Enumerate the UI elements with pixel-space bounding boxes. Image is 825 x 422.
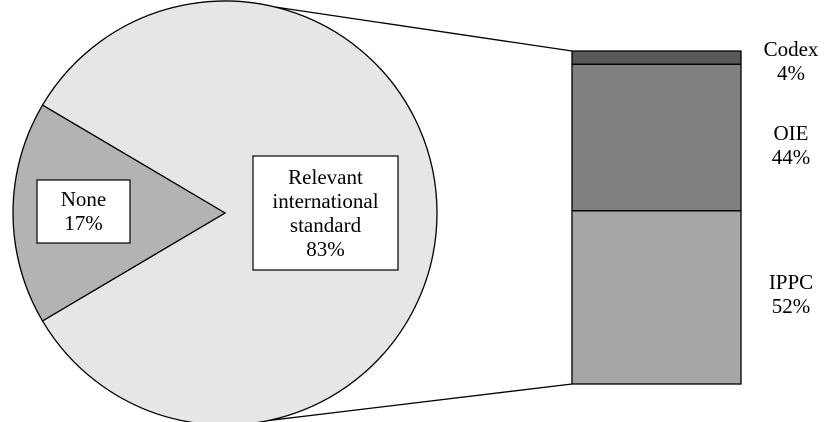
label-codex: Codex 4% bbox=[764, 37, 819, 85]
label-relevant-standard: Relevant international standard 83% bbox=[272, 165, 378, 261]
label-box-relevant-standard bbox=[252, 155, 399, 271]
connector-top bbox=[274, 6, 573, 52]
connector-lines bbox=[251, 6, 573, 422]
label-ippc-line: 52% bbox=[772, 294, 811, 318]
stacked-bar bbox=[571, 50, 742, 385]
label-ippc-line: IPPC bbox=[769, 270, 813, 294]
label-relevant-standard-line: international bbox=[272, 189, 378, 213]
pie-slice-relevant-standard bbox=[41, 0, 438, 422]
bar-segment-ippc bbox=[571, 210, 742, 385]
label-box-none bbox=[36, 179, 131, 244]
label-none-line: 17% bbox=[64, 211, 103, 235]
labels: None 17% Relevant international standard 83% C… bbox=[36, 37, 819, 318]
label-oie: OIE 44% bbox=[772, 121, 811, 169]
label-none: None 17% bbox=[61, 187, 107, 235]
label-oie-line: 44% bbox=[772, 145, 811, 169]
label-relevant-standard-line: Relevant bbox=[288, 165, 363, 189]
label-codex-line: 4% bbox=[777, 61, 805, 85]
label-relevant-standard-line: 83% bbox=[306, 237, 345, 261]
label-none-line: None bbox=[61, 187, 107, 211]
label-relevant-standard-line: standard bbox=[290, 213, 362, 237]
bar-segment-oie bbox=[571, 63, 742, 212]
label-ippc: IPPC 52% bbox=[769, 270, 813, 318]
label-codex-line: Codex bbox=[764, 37, 819, 61]
label-oie-line: OIE bbox=[774, 121, 809, 145]
bar-segment-codex bbox=[571, 50, 742, 65]
connector-bottom bbox=[251, 383, 573, 422]
